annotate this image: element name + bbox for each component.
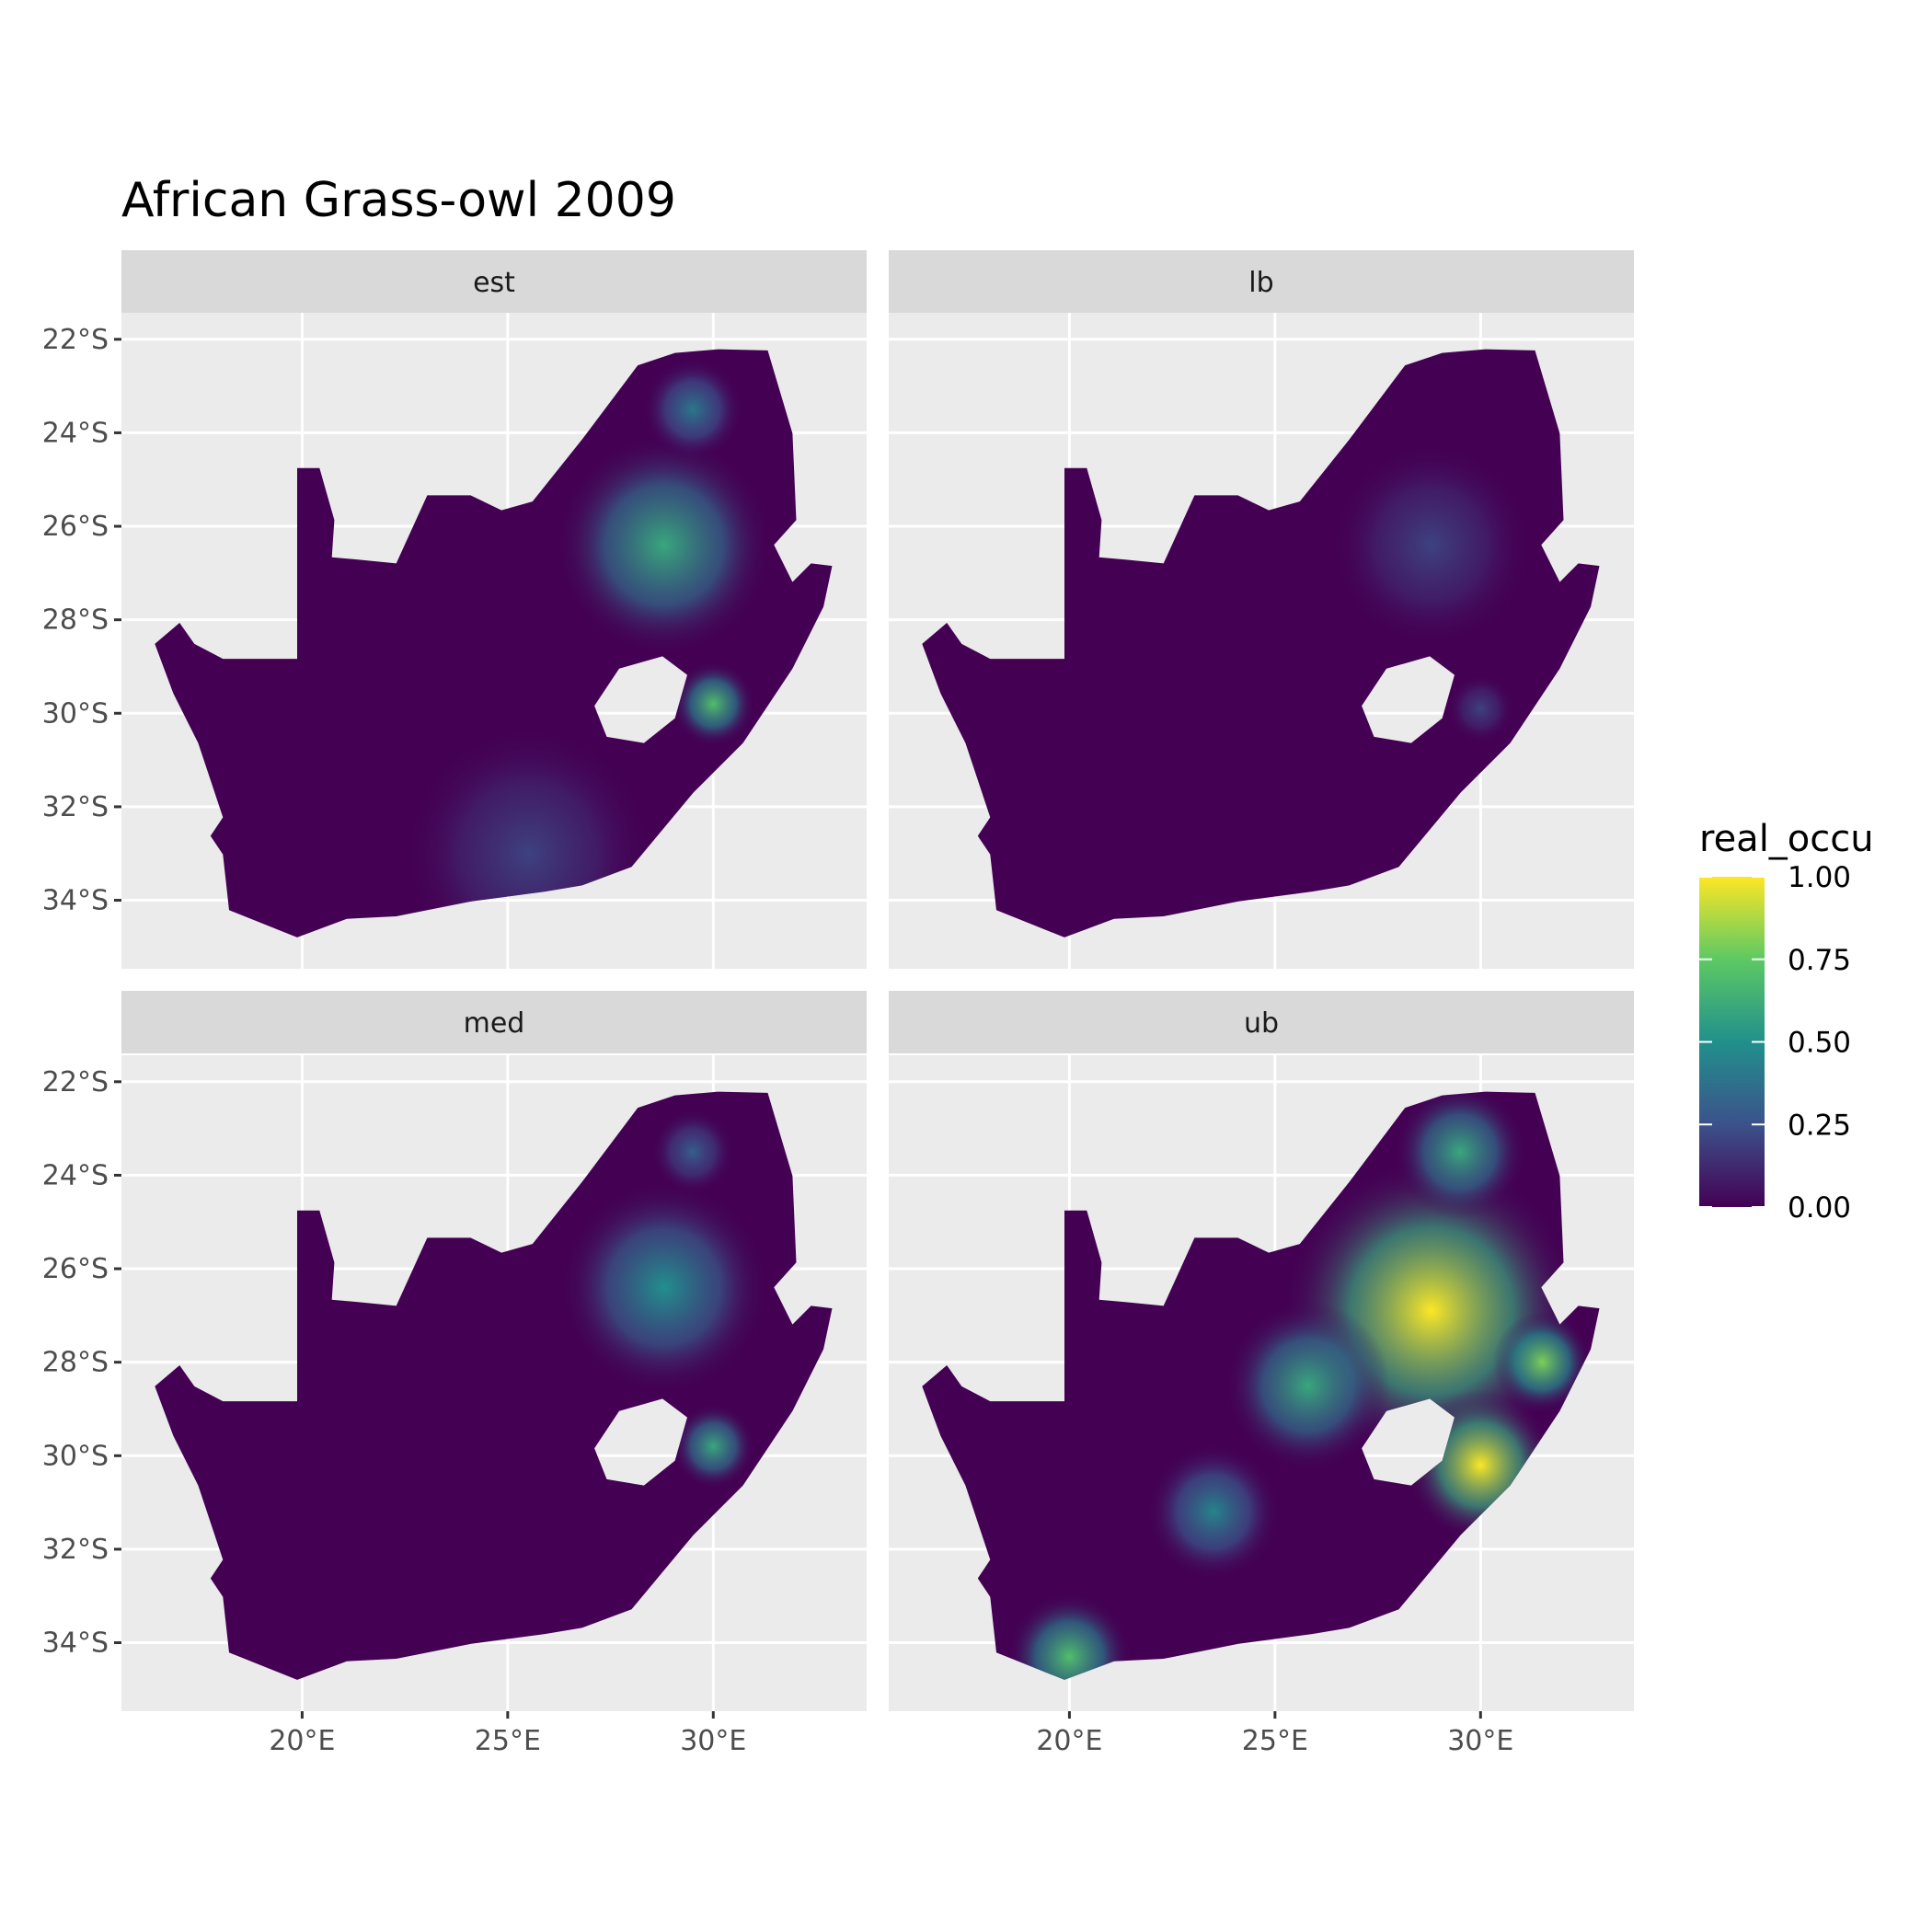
y-tick-label: 22°S [42, 1066, 109, 1098]
occupancy-hotspot [1007, 1593, 1132, 1680]
facet-panel-lb [889, 313, 1634, 969]
occupancy-hotspot [643, 359, 742, 460]
x-tick-label: 25°E [1242, 1725, 1308, 1757]
facet-strip-ub [889, 991, 1634, 1053]
y-tick-label: 22°S [42, 324, 109, 356]
x-tick-label: 20°E [269, 1725, 335, 1757]
y-tick-label: 34°S [42, 1627, 109, 1660]
facet-strip-label: est [473, 267, 515, 299]
x-tick-label: 20°E [1036, 1725, 1102, 1757]
y-tick-label: 24°S [42, 1159, 109, 1191]
occupancy-hotspot [651, 1110, 734, 1194]
y-tick-label: 30°S [42, 1440, 109, 1472]
occupancy-hotspot [1332, 443, 1530, 647]
legend-tick-label: 0.50 [1788, 1027, 1851, 1060]
map-raster-hotspots [1007, 1091, 1592, 1680]
legend-tick-label: 1.00 [1788, 861, 1851, 894]
occupancy-hotspot [560, 1182, 767, 1393]
y-tick-label: 32°S [42, 791, 109, 823]
facet-panel-med [121, 1055, 867, 1711]
map-raster-hotspots [560, 1110, 767, 1489]
legend-title: real_occu [1699, 818, 1874, 860]
facet-panel-est [121, 313, 867, 969]
legend-tick-label: 0.00 [1788, 1191, 1851, 1225]
x-tick-label: 30°E [680, 1725, 746, 1757]
occupancy-hotspot [1147, 1444, 1280, 1580]
legend-tick-label: 0.25 [1788, 1109, 1851, 1142]
occupancy-hotspot [557, 435, 771, 655]
facet-strip-med [121, 991, 867, 1053]
y-tick-label: 28°S [42, 1347, 109, 1379]
facet-strip-est [121, 250, 867, 313]
y-tick-label: 26°S [42, 511, 109, 543]
occupancy-hotspot [672, 661, 754, 746]
x-tick-label: 25°E [475, 1725, 541, 1757]
y-tick-label: 28°S [42, 604, 109, 637]
y-tick-label: 26°S [42, 1253, 109, 1285]
occupancy-hotspot [1447, 674, 1514, 742]
chart-title: African Grass-owl 2009 [121, 173, 676, 228]
x-tick-label: 30°E [1447, 1725, 1513, 1757]
y-tick-label: 24°S [42, 417, 109, 449]
occupancy-hotspot [1225, 1301, 1390, 1470]
occupancy-hotspot [672, 1404, 754, 1489]
y-tick-label: 30°S [42, 697, 109, 730]
facet-strip-label: ub [1244, 1007, 1279, 1040]
occupancy-hotspot [1492, 1311, 1592, 1413]
y-tick-label: 34°S [42, 885, 109, 917]
legend-tick-label: 0.75 [1788, 944, 1851, 977]
facet-panel-ub [889, 1055, 1634, 1711]
occupancy-hotspot [1394, 1091, 1526, 1220]
map-raster-hotspots [1332, 443, 1530, 742]
facet-strip-label: lb [1248, 267, 1273, 299]
facet-strip-label: med [464, 1007, 525, 1040]
facet-strip-lb [889, 250, 1634, 313]
y-tick-label: 32°S [42, 1534, 109, 1566]
